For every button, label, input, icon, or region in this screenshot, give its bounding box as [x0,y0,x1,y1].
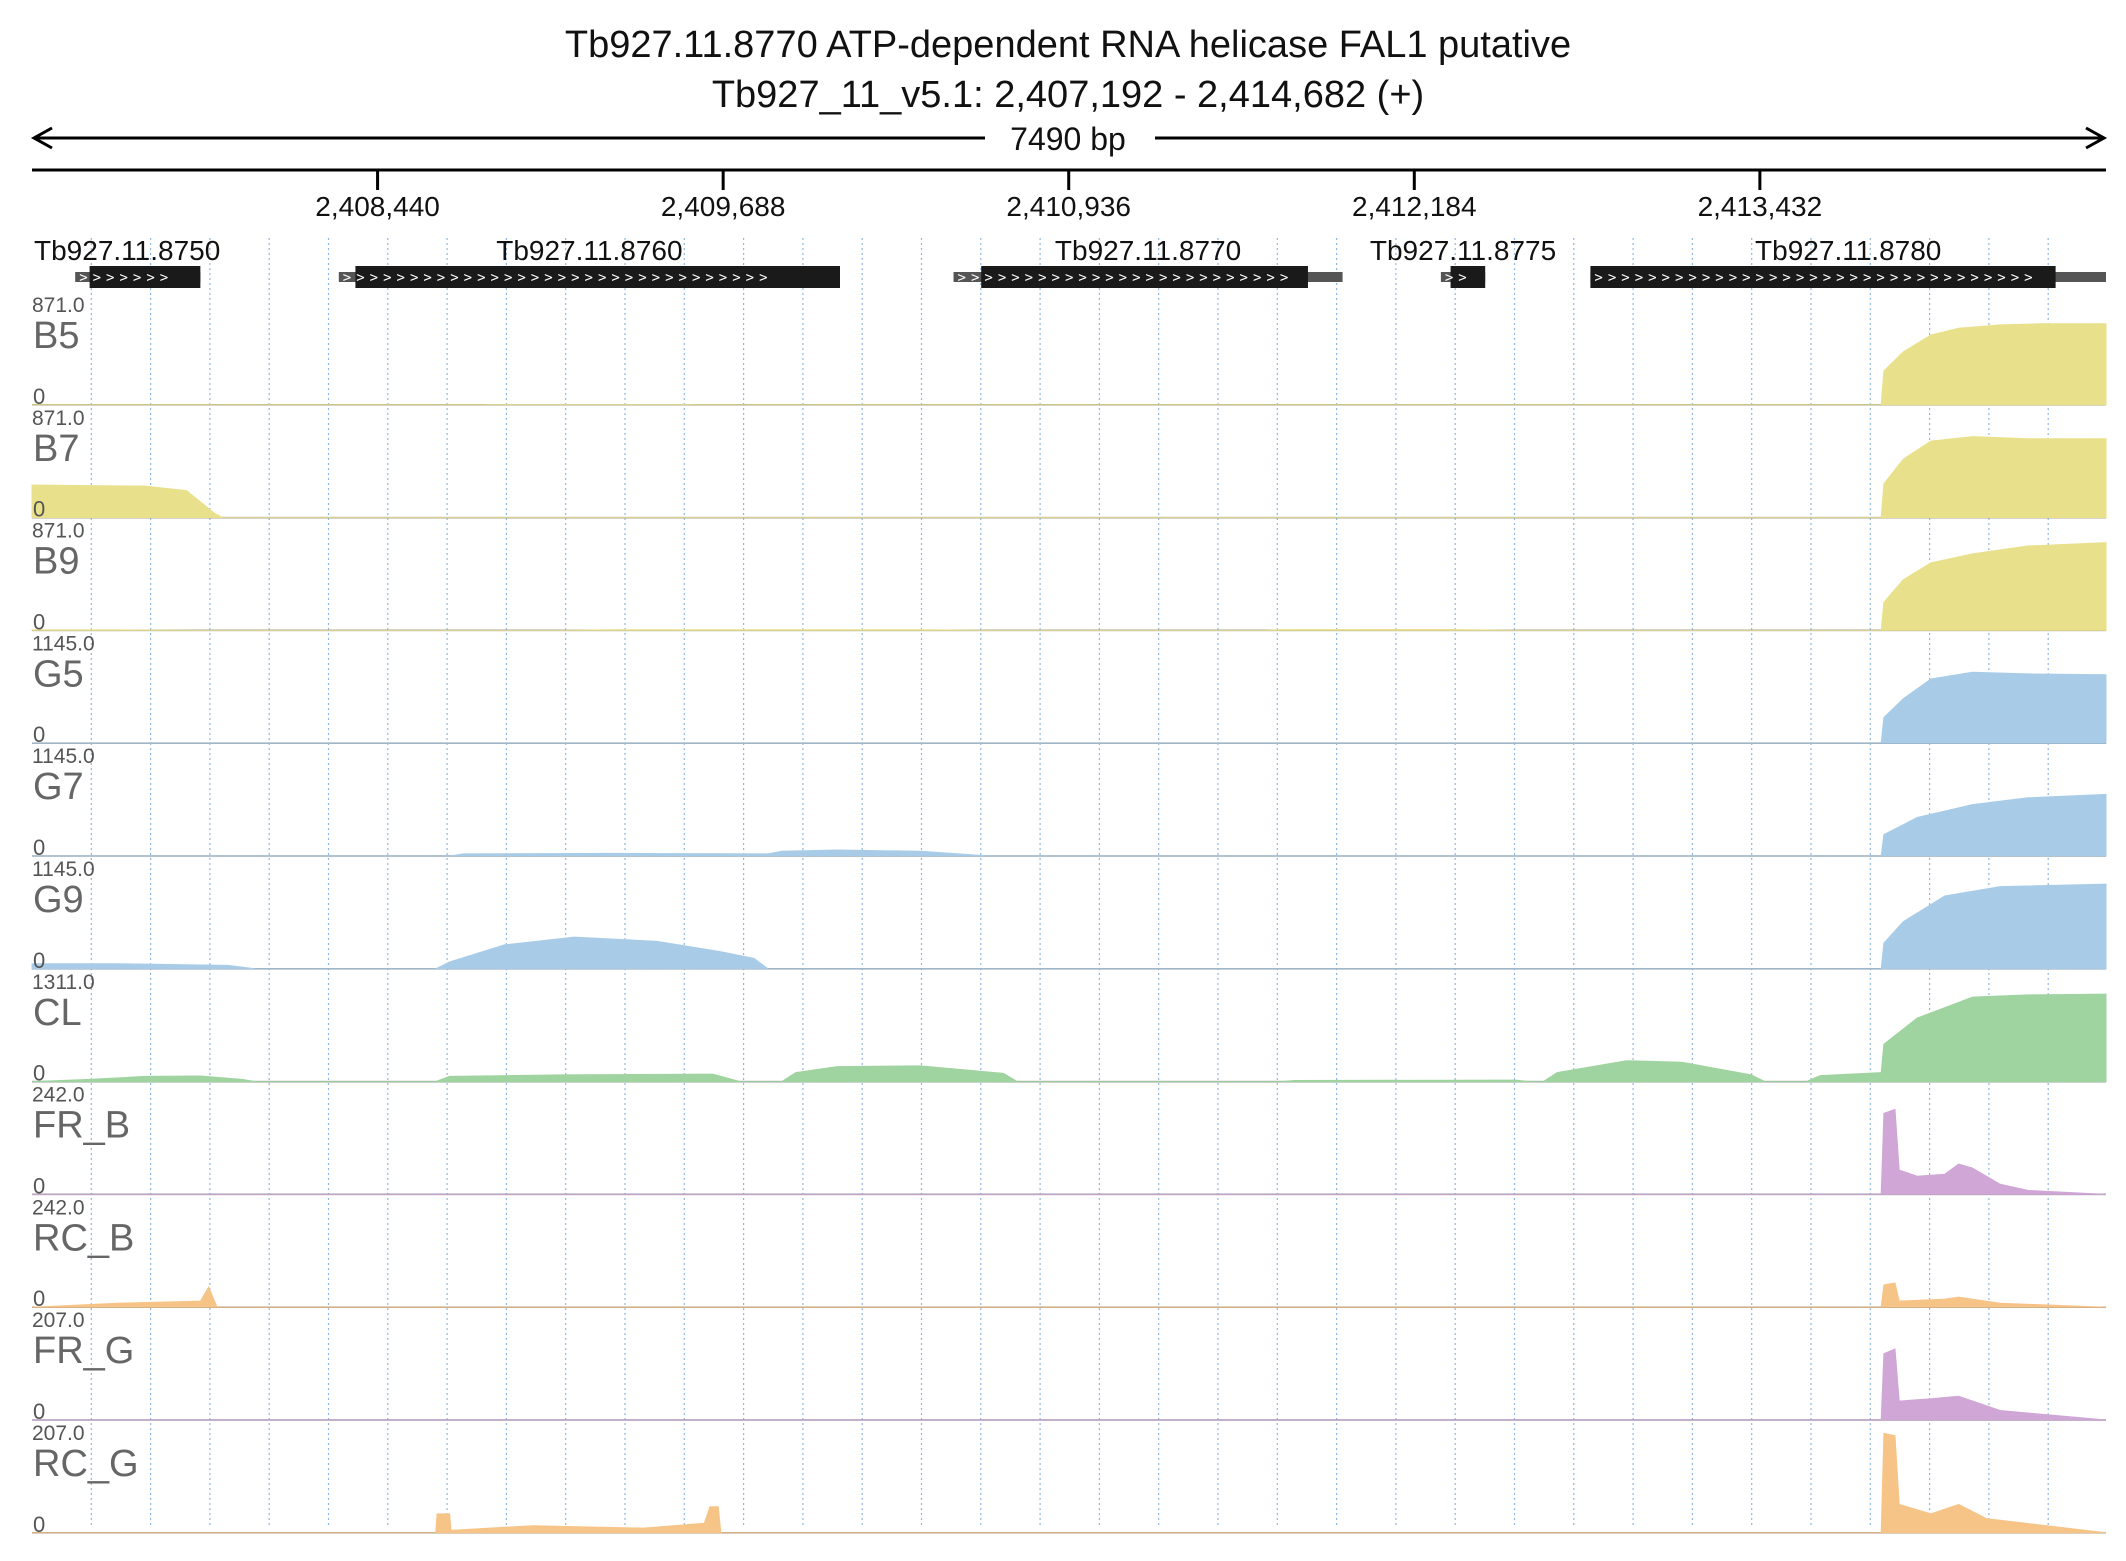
track-name: FR_B [33,1105,130,1147]
track-ymax-label: 207.0 [32,1422,85,1445]
x-tick-label: 2,412,184 [1352,191,1477,222]
coverage-area [31,542,2107,631]
coverage-track: 1311.0CL 0 [31,971,2107,1086]
coverage-area [32,671,2107,744]
track-name: G5 [33,653,84,695]
track-ymax-label: 871.0 [32,520,85,543]
gene-cds [1450,266,1486,288]
track-name: G7 [33,766,84,808]
track-ymin-label: 0 [33,1061,45,1086]
gene-cds [1590,266,2056,288]
span-indicator: 7490 bp [30,121,2108,157]
track-ymin-label: 0 [33,609,45,634]
track-ymin-label: 0 [33,722,45,747]
gene-cds [89,266,201,288]
track-ymax-label: 1145.0 [32,858,95,881]
gene-label: Tb927.11.8770 [1055,235,1241,266]
track-name: B5 [33,315,79,357]
coverage-track: 871.0B7 0 [31,407,2107,522]
track-name: B9 [33,541,79,583]
coverage-track: 1145.0G7 0 [32,745,2107,860]
track-ymax-label: 1145.0 [32,745,95,768]
track-ymin-label: 0 [33,1512,45,1537]
gene-strand-arrows: >>>>>>>>>>>>>>>>>>>>>>>>>>>>>>>>> [1594,270,2037,286]
span-arrow-left [30,126,53,150]
coverage-track: 207.0RC_G 0 [32,1422,2107,1537]
coverage-track: 871.0B9 0 [31,520,2107,634]
x-tick-label: 2,410,936 [1006,191,1131,222]
coverage-track: 871.0B5 0 [32,294,2107,409]
track-ymin-label: 0 [33,1399,45,1424]
track-ymax-label: 1145.0 [32,632,95,655]
track-name: G9 [33,879,84,921]
chart-subtitle: Tb927_11_v5.1: 2,407,192 - 2,414,682 (+) [712,74,1424,116]
x-axis: 2,408,440 2,409,688 2,410,936 2,412,184 2,41… [32,168,2106,222]
track-ymax-label: 207.0 [32,1309,85,1332]
track-ymin-label: 0 [33,835,45,860]
coverage-area [32,793,2107,857]
track-ymin-label: 0 [33,948,45,973]
track-name: RC_G [33,1443,139,1485]
coverage-track: 242.0FR_B 0 [32,1084,2107,1198]
coverage-area [31,883,2107,970]
track-name: B7 [33,428,79,470]
span-arrow-right [2085,126,2108,150]
coverage-track: 1145.0G5 0 [32,632,2107,747]
coverage-track: 207.0FR_G 0 [32,1309,2107,1424]
track-ymax-label: 871.0 [32,407,85,430]
gene-label: Tb927.11.8775 [1370,235,1556,266]
track-ymax-label: 1311.0 [32,971,95,994]
gene-strand-arrows: >> [1445,270,1472,286]
gene-strand-arrows: >>>>>>>>>>>>>>>>>>>>>>>>> [958,270,1294,286]
gene-label: Tb927.11.8780 [1755,235,1941,266]
track-name: FR_G [33,1330,134,1372]
coverage-area [32,1348,2107,1421]
gene-cds [981,266,1308,288]
x-tick-label: 2,409,688 [661,191,786,222]
span-label: 7490 bp [1010,121,1126,157]
coverage-area [32,323,2107,406]
gene-strand-arrows: >>>>>>> [79,270,173,286]
track-name: RC_B [33,1217,134,1259]
coverage-area [31,1282,2107,1308]
coverage-tracks: 871.0B50871.0B70871.0B901145.0G501145.0G… [31,294,2107,1537]
gridlines [90,238,2049,1528]
coverage-track: 1145.0G9 0 [31,858,2107,973]
coverage-area [31,436,2107,519]
track-name: CL [33,992,82,1034]
track-ymin-label: 0 [33,497,45,522]
track-ymax-label: 871.0 [32,294,85,317]
x-tick-label: 2,408,440 [315,191,440,222]
track-ymin-label: 0 [33,384,45,409]
gene-strand-arrows: >>>>>>>>>>>>>>>>>>>>>>>>>>>>>>>> [343,270,773,286]
chart-title: Tb927.11.8770 ATP-dependent RNA helicase… [565,24,1571,66]
track-ymax-label: 242.0 [32,1196,85,1219]
track-ymax-label: 242.0 [32,1084,85,1107]
gene-label: Tb927.11.8760 [496,235,682,266]
x-tick-label: 2,413,432 [1698,191,1823,222]
coverage-area [31,993,2107,1083]
coverage-area [32,1432,2107,1534]
track-ymin-label: 0 [33,1286,45,1311]
gene-annotation-track: >>>>>>>Tb927.11.8750>>>>>>>>>>>>>>>>>>>>… [34,235,2106,288]
gene-label: Tb927.11.8750 [34,235,220,266]
coverage-track: 242.0RC_B 0 [31,1196,2107,1311]
track-ymin-label: 0 [33,1173,45,1198]
gene-cds [355,266,841,288]
coverage-area [32,1108,2107,1195]
